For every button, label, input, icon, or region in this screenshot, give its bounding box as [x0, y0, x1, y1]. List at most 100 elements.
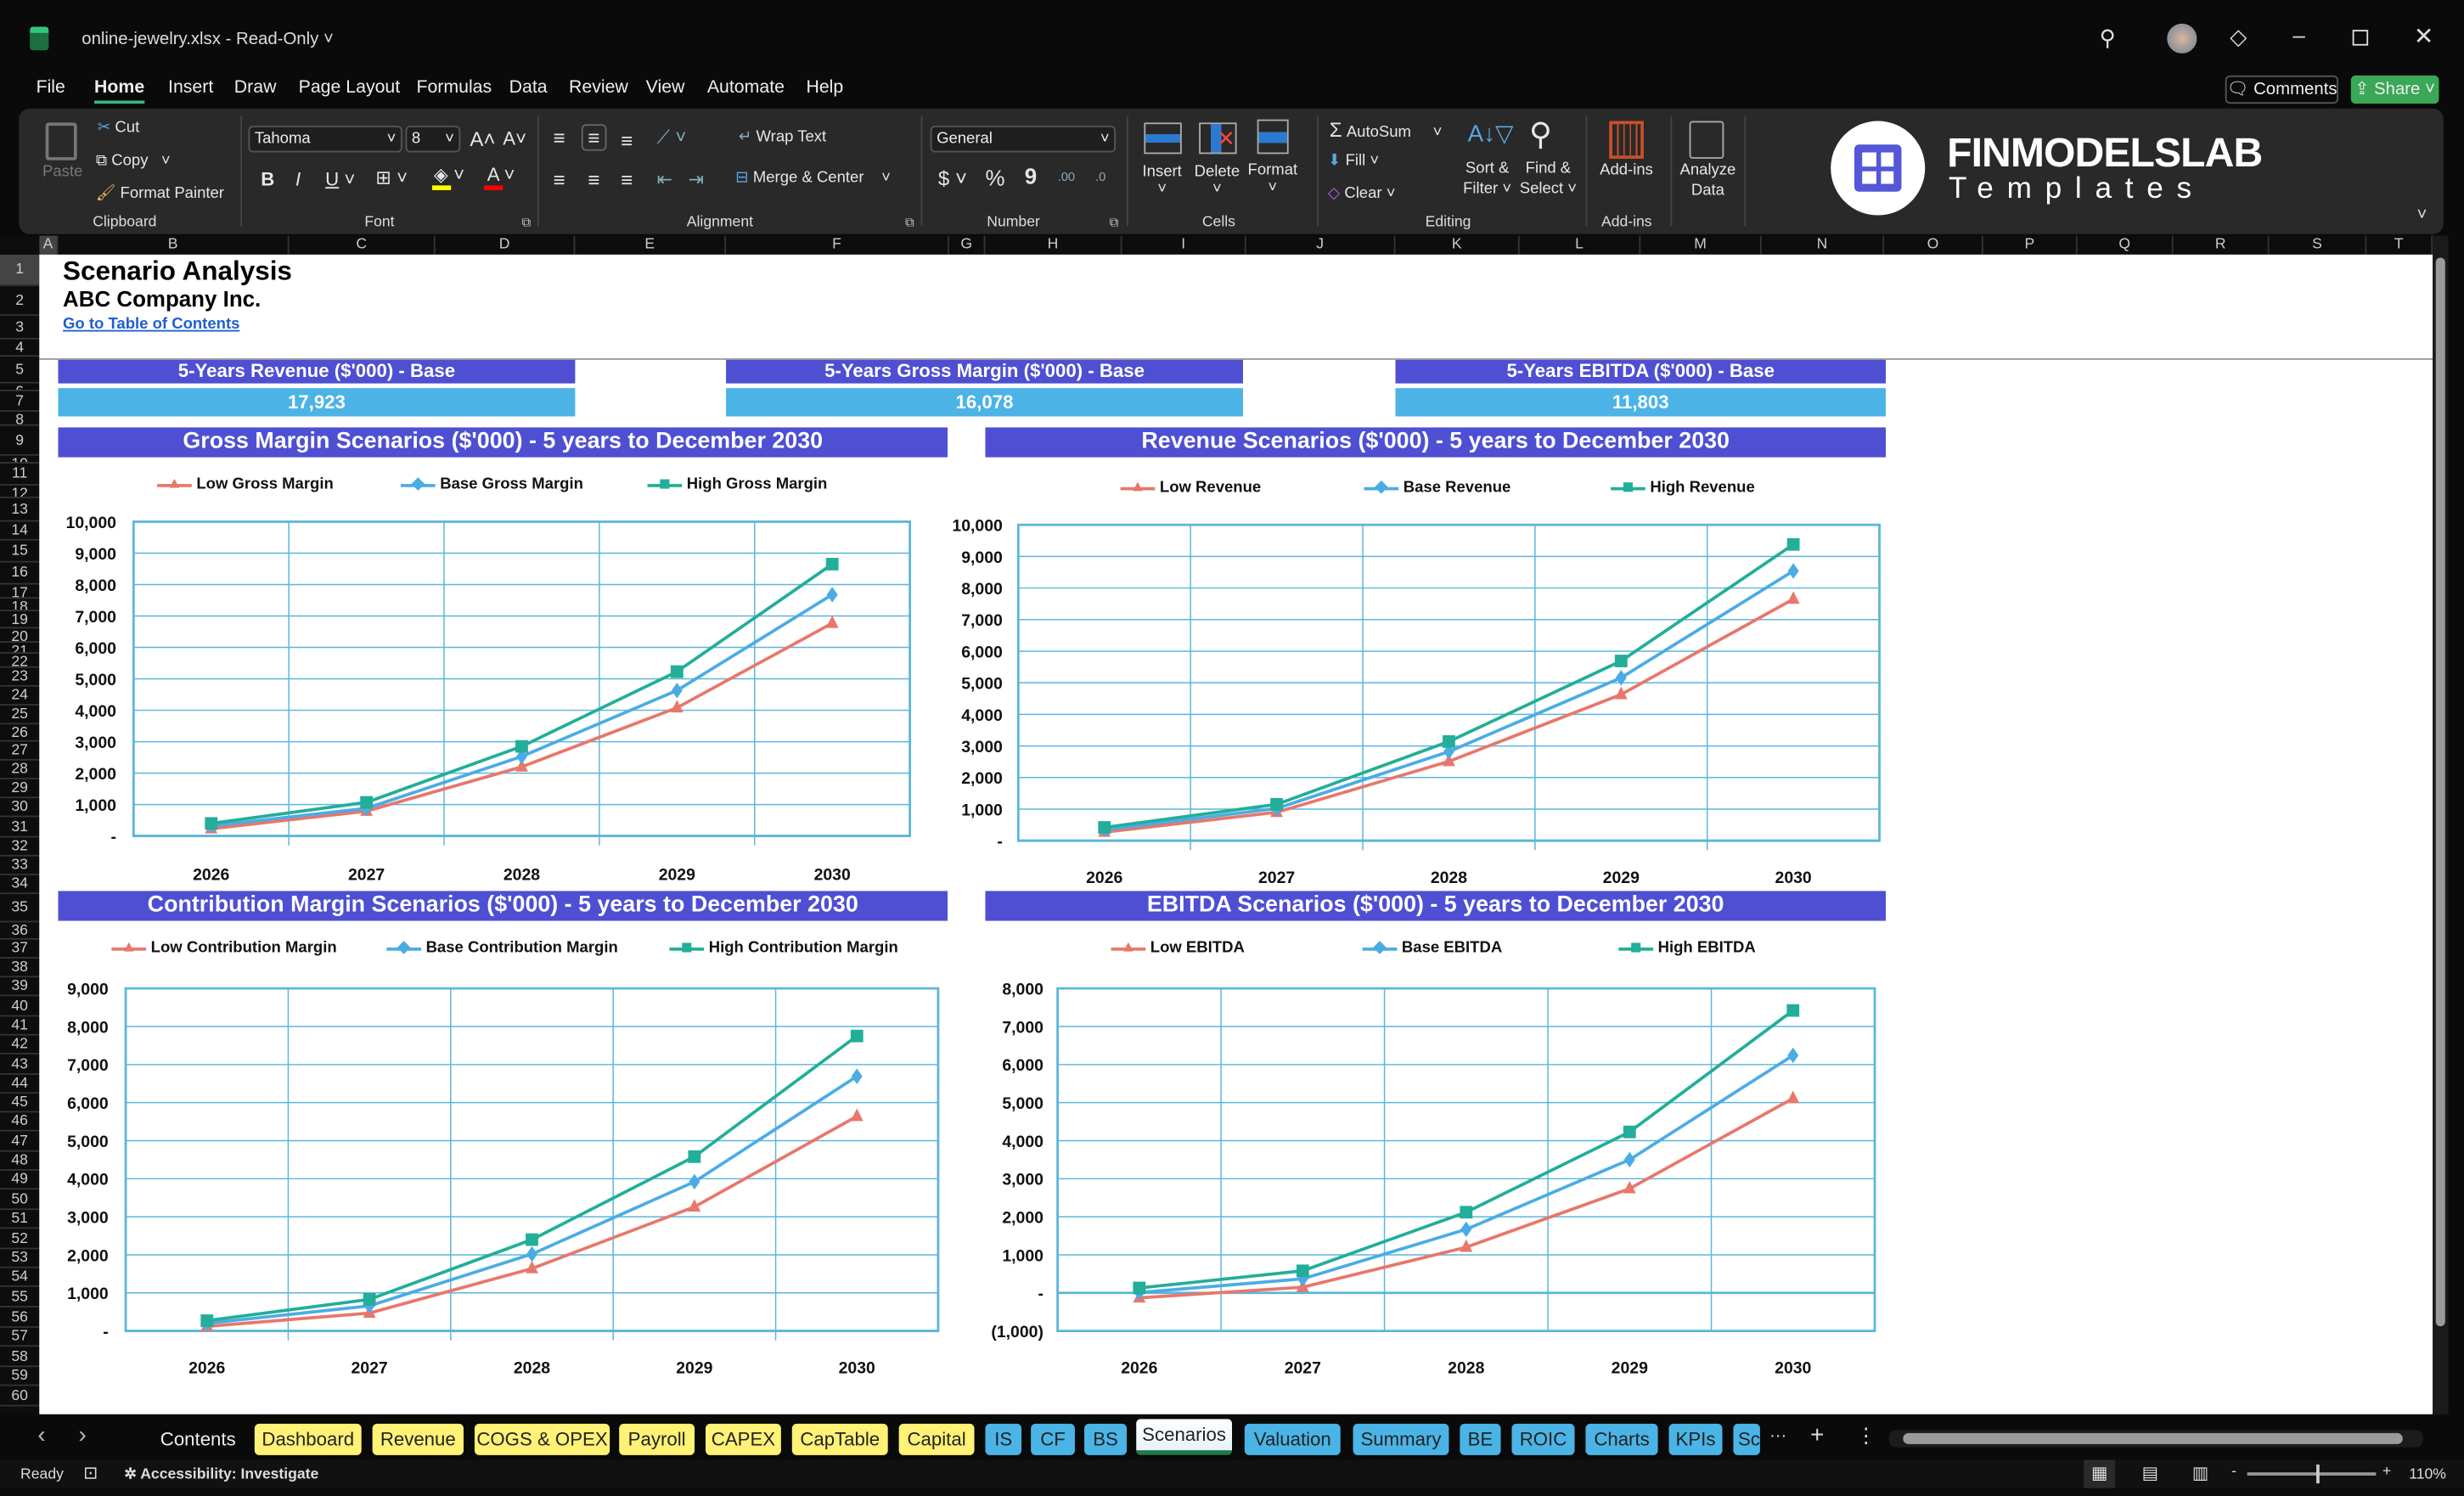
row-header[interactable]: 21: [0, 643, 40, 654]
format-painter-button[interactable]: 🖌 Format Painter: [96, 185, 224, 202]
zoom-level[interactable]: 110%: [2409, 1465, 2446, 1484]
fill-button[interactable]: ⬇ Fill ˅: [1327, 152, 1380, 170]
sheet-tab-revenue[interactable]: Revenue: [372, 1423, 464, 1455]
increase-indent-icon[interactable]: ⇥: [688, 168, 705, 190]
column-header[interactable]: G: [949, 235, 986, 255]
row-header[interactable]: 30: [0, 798, 40, 818]
normal-view-icon[interactable]: ▦: [2084, 1459, 2116, 1488]
column-header[interactable]: Q: [2078, 235, 2174, 255]
sheet-tab-capex[interactable]: CAPEX: [706, 1423, 781, 1455]
row-header[interactable]: 25: [0, 706, 40, 725]
addins-button[interactable]: Add-ins: [1600, 161, 1653, 179]
sheet-tab-capital[interactable]: Capital: [898, 1423, 975, 1455]
paste-button[interactable]: Paste: [42, 163, 83, 181]
column-header[interactable]: H: [985, 235, 1122, 255]
sheet-options-button[interactable]: ⋮: [1855, 1423, 1876, 1448]
menu-help[interactable]: Help: [806, 78, 844, 98]
row-header[interactable]: 60: [0, 1386, 40, 1407]
menu-draw[interactable]: Draw: [233, 78, 277, 98]
row-header[interactable]: 43: [0, 1055, 40, 1075]
merge-center-button[interactable]: ⊟ Merge & Center ˅: [735, 169, 891, 188]
next-sheet-arrow[interactable]: ›: [78, 1421, 87, 1449]
row-header[interactable]: 6: [0, 384, 40, 391]
delete-cells-button[interactable]: Delete ˅: [1194, 163, 1240, 199]
table-of-contents-link[interactable]: Go to Table of Contents: [63, 316, 240, 334]
page-break-view-icon[interactable]: ▥: [2191, 1464, 2209, 1484]
sheet-tab-is[interactable]: IS: [985, 1423, 1022, 1455]
row-header[interactable]: 55: [0, 1287, 40, 1308]
column-header[interactable]: R: [2174, 235, 2270, 255]
row-header[interactable]: 23: [0, 668, 40, 687]
decrease-font-icon[interactable]: A˅: [503, 127, 527, 149]
worksheet[interactable]: Scenario Analysis ABC Company Inc. Go to…: [39, 254, 2433, 1414]
row-header[interactable]: 19: [0, 611, 40, 629]
row-header[interactable]: 1: [0, 254, 40, 286]
sheet-tab-bs[interactable]: BS: [1084, 1423, 1128, 1455]
row-header[interactable]: 51: [0, 1210, 40, 1229]
row-header[interactable]: 13: [0, 498, 40, 522]
percent-button[interactable]: %: [985, 165, 1005, 190]
sort-filter-button[interactable]: Sort & Filter ˅: [1463, 160, 1512, 198]
page-layout-view-icon[interactable]: ▤: [2141, 1464, 2158, 1484]
sheet-tab-sc[interactable]: Sc: [1733, 1423, 1760, 1455]
menu-automate[interactable]: Automate: [706, 78, 785, 98]
menu-review[interactable]: Review: [568, 78, 628, 98]
avatar[interactable]: [2167, 23, 2197, 53]
row-header[interactable]: 42: [0, 1036, 40, 1055]
menu-page-layout[interactable]: Page Layout: [298, 78, 401, 98]
zoom-out-button[interactable]: -: [2231, 1463, 2237, 1481]
row-header[interactable]: 24: [0, 687, 40, 706]
row-header[interactable]: 5: [0, 357, 40, 384]
dialog-launcher-icon[interactable]: ⧉: [521, 215, 532, 230]
fill-color-icon[interactable]: ◈ ˅: [433, 163, 465, 186]
column-header[interactable]: M: [1640, 235, 1762, 255]
select-all-button[interactable]: [0, 235, 40, 255]
font-size-select[interactable]: 8 ˅: [405, 126, 461, 153]
cut-button[interactable]: ✂ Cut: [98, 120, 139, 137]
row-header[interactable]: 49: [0, 1171, 40, 1190]
underline-button[interactable]: U ˅: [325, 168, 356, 190]
vertical-scrollbar[interactable]: [2433, 235, 2449, 1414]
zoom-slider[interactable]: [2247, 1464, 2377, 1484]
document-title[interactable]: online-jewelry.xlsx - Read-Only ˅: [82, 30, 334, 48]
currency-button[interactable]: $ ˅: [937, 166, 968, 190]
column-header[interactable]: D: [436, 235, 576, 255]
sheet-tab-cogs-opex[interactable]: COGS & OPEX: [474, 1423, 610, 1455]
align-center-icon[interactable]: ≡: [588, 168, 600, 192]
sheet-tab-be[interactable]: BE: [1460, 1423, 1501, 1455]
insert-cells-button[interactable]: Insert ˅: [1142, 163, 1182, 199]
row-header[interactable]: 9: [0, 426, 40, 456]
sheet-tab-payroll[interactable]: Payroll: [619, 1423, 695, 1455]
row-header[interactable]: 11: [0, 464, 40, 486]
sheet-tab-captable[interactable]: CapTable: [791, 1423, 888, 1455]
font-color-icon[interactable]: A ˅: [487, 163, 515, 186]
sheet-tab-dashboard[interactable]: Dashboard: [254, 1423, 362, 1455]
row-header[interactable]: 10: [0, 456, 40, 464]
row-header[interactable]: 38: [0, 959, 40, 978]
row-header[interactable]: 58: [0, 1347, 40, 1368]
row-header[interactable]: 46: [0, 1112, 40, 1132]
increase-decimal-button[interactable]: .00: [1057, 169, 1076, 184]
row-header[interactable]: 22: [0, 654, 40, 668]
column-header[interactable]: S: [2270, 235, 2367, 255]
sheet-tab-summary[interactable]: Summary: [1353, 1423, 1449, 1455]
align-left-icon[interactable]: ≡: [553, 168, 565, 192]
row-header[interactable]: 26: [0, 724, 40, 742]
sheet-tab-scenarios[interactable]: Scenarios: [1136, 1419, 1233, 1455]
dialog-launcher-icon[interactable]: ⧉: [905, 215, 914, 230]
column-header[interactable]: J: [1246, 235, 1396, 255]
wrap-text-button[interactable]: ↵ Wrap Text: [739, 129, 826, 146]
italic-button[interactable]: I: [295, 168, 301, 190]
align-top-icon[interactable]: ≡: [553, 126, 565, 149]
row-header[interactable]: 31: [0, 817, 40, 838]
number-format-select[interactable]: General ˅: [930, 126, 1117, 153]
row-header[interactable]: 37: [0, 940, 40, 959]
row-header[interactable]: 27: [0, 742, 40, 761]
column-header[interactable]: F: [726, 235, 949, 255]
menu-data[interactable]: Data: [509, 78, 548, 98]
column-header[interactable]: I: [1122, 235, 1246, 255]
sheet-tab-kpis[interactable]: KPIs: [1668, 1423, 1723, 1455]
column-header[interactable]: E: [575, 235, 727, 255]
row-header[interactable]: 20: [0, 628, 40, 643]
find-select-button[interactable]: Find & Select ˅: [1519, 160, 1578, 198]
